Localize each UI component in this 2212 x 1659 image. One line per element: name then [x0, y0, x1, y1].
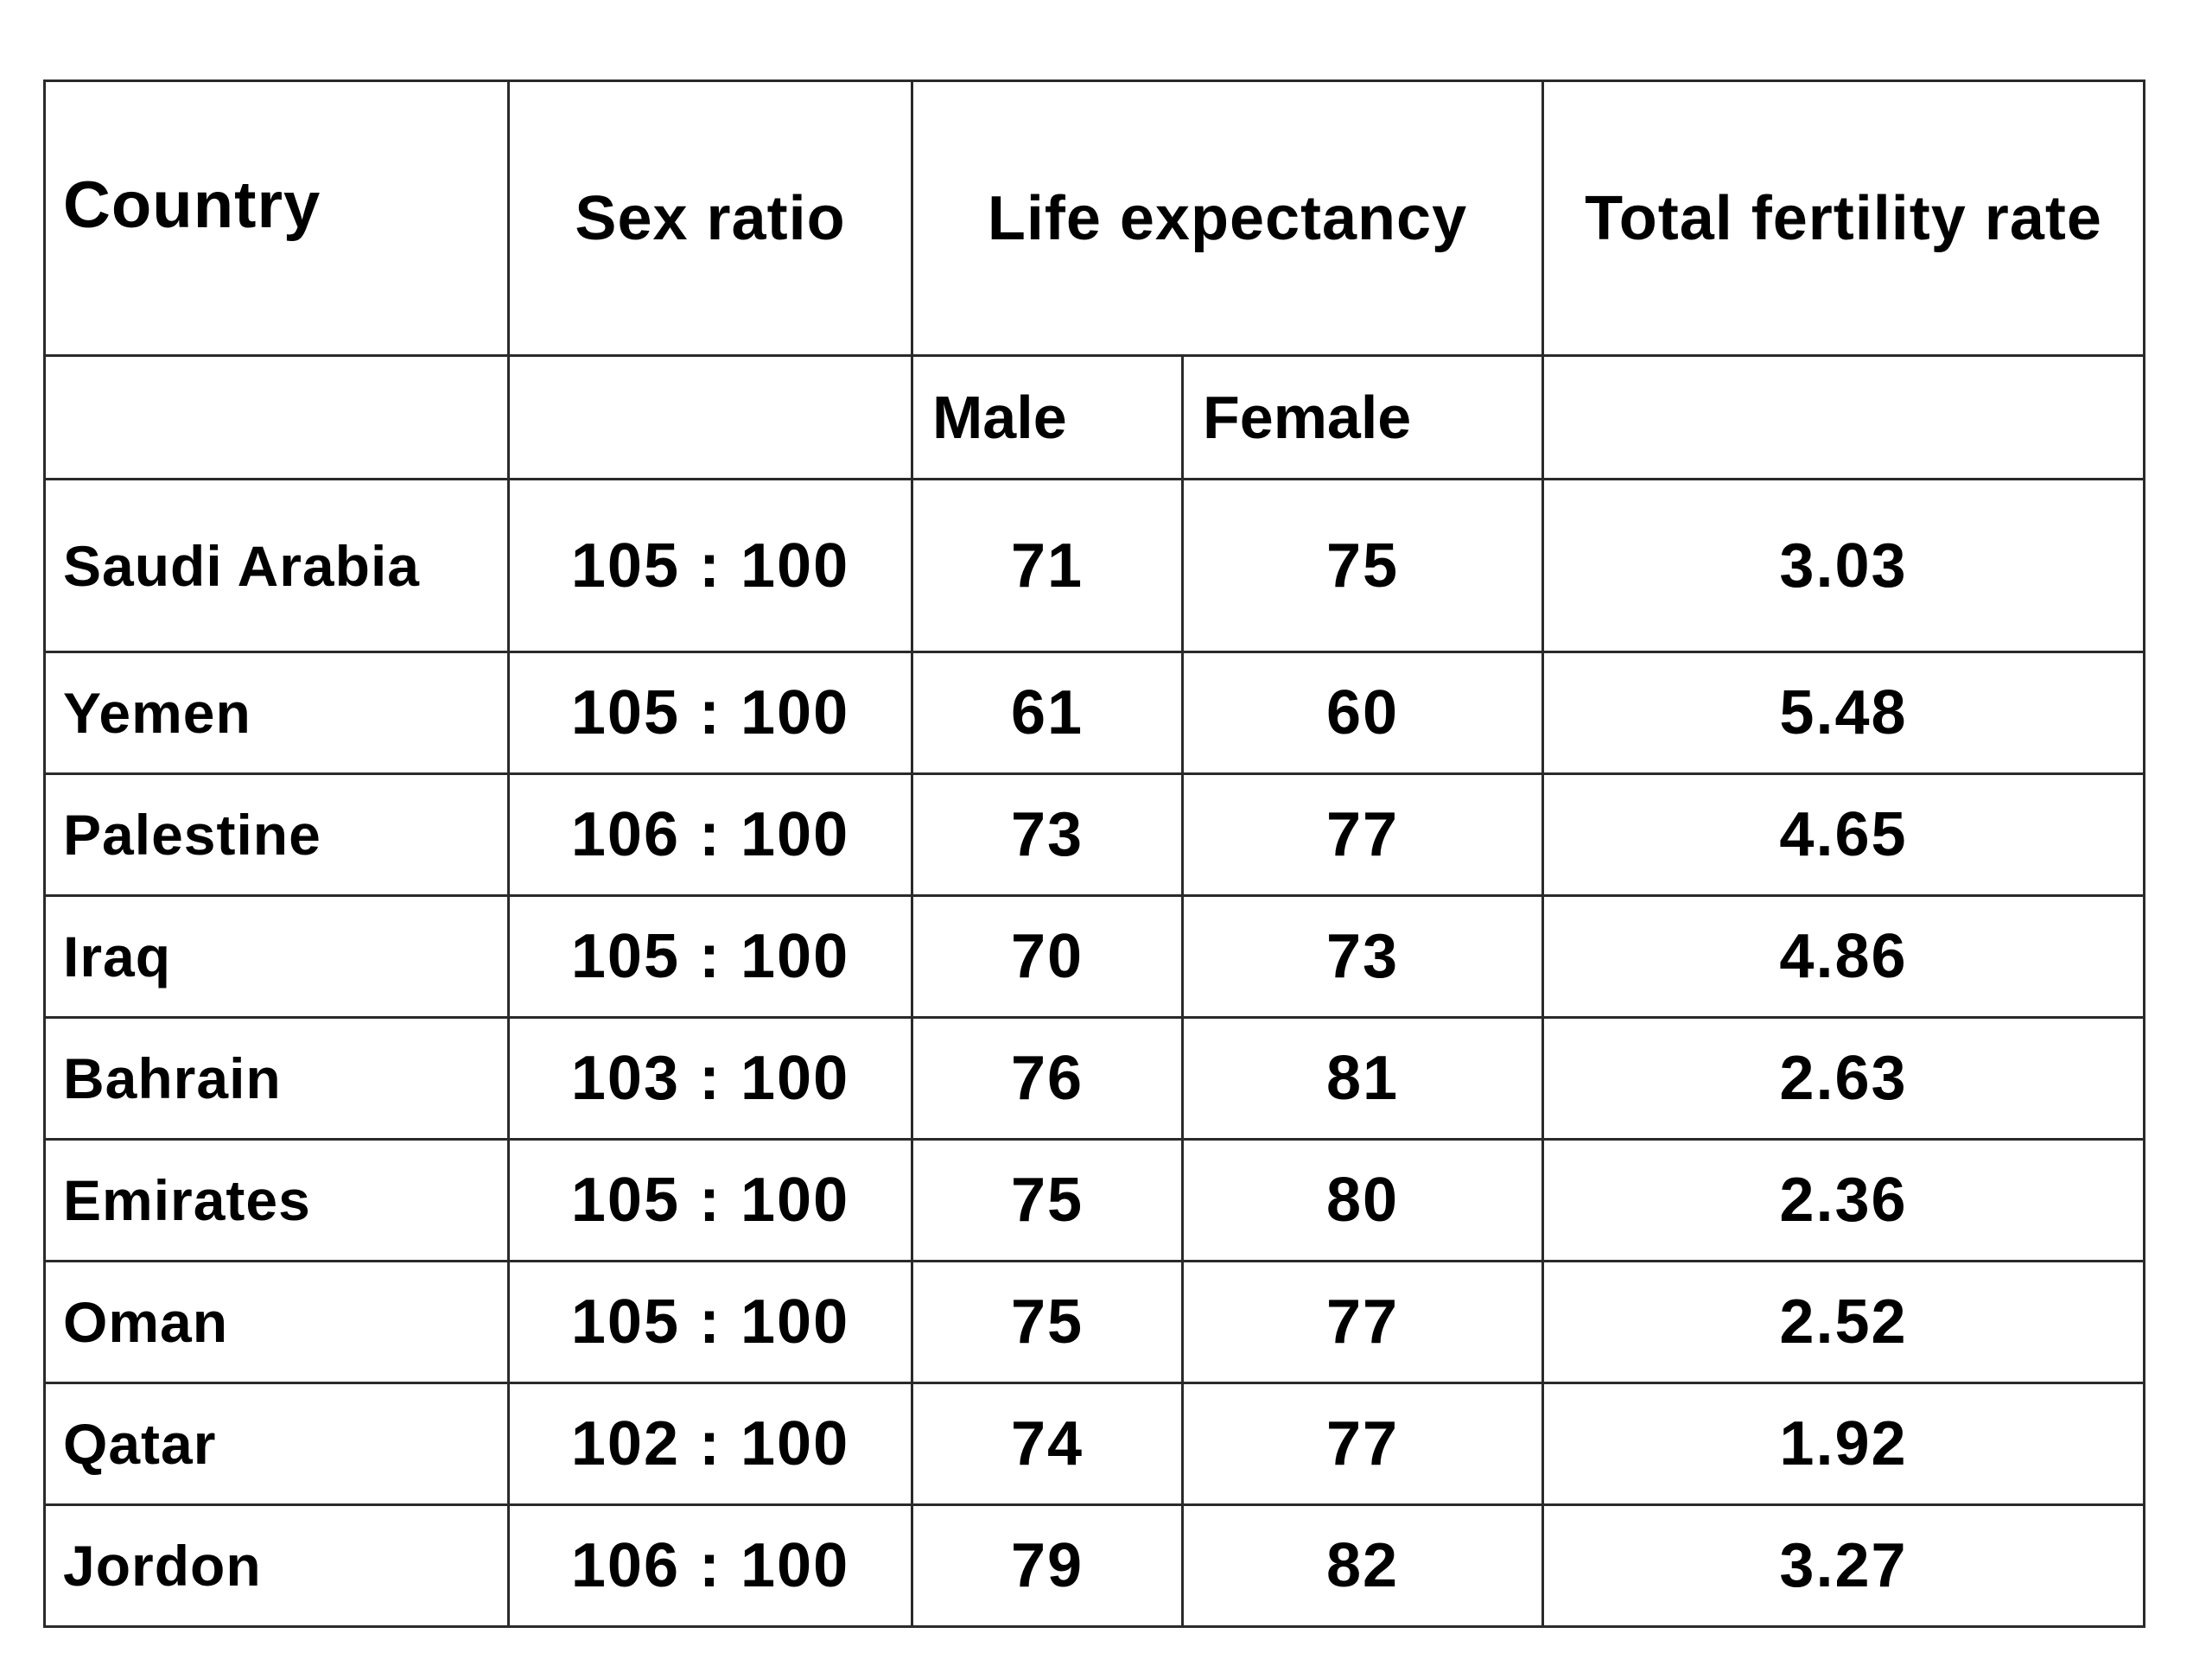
- sex-ratio-cell: 105 : 100: [507, 1138, 913, 1262]
- female-subheader: Female: [1181, 354, 1544, 480]
- table-row: Jordon 106 : 100 79 82 3.27: [43, 1503, 2145, 1628]
- total-fertility-rate-cell: 2.36: [1541, 1138, 2145, 1262]
- male-life-expectancy-cell: 61: [911, 651, 1184, 775]
- country-cell: Yemen: [43, 651, 510, 775]
- table-row: Saudi Arabia 105 : 100 71 75 3.03: [43, 478, 2145, 653]
- sex-ratio-cell: 105 : 100: [507, 651, 913, 775]
- country-cell: Iraq: [43, 894, 510, 1019]
- female-life-expectancy-cell: 82: [1181, 1503, 1544, 1628]
- country-cell: Emirates: [43, 1138, 510, 1262]
- female-life-expectancy-cell: 81: [1181, 1016, 1544, 1141]
- empty-country-subheader: [43, 354, 510, 480]
- total-fertility-rate-cell: 4.86: [1541, 894, 2145, 1019]
- male-life-expectancy-cell: 76: [911, 1016, 1184, 1141]
- table-row: Iraq 105 : 100 70 73 4.86: [43, 894, 2145, 1019]
- total-fertility-rate-header: Total fertility rate: [1541, 79, 2145, 357]
- total-fertility-rate-cell: 4.65: [1541, 772, 2145, 897]
- male-life-expectancy-cell: 75: [911, 1138, 1184, 1262]
- subheader-row: Male Female: [43, 354, 2145, 480]
- male-life-expectancy-cell: 73: [911, 772, 1184, 897]
- sex-ratio-cell: 103 : 100: [507, 1016, 913, 1141]
- country-cell: Bahrain: [43, 1016, 510, 1141]
- total-fertility-rate-cell: 3.03: [1541, 478, 2145, 653]
- table-row: Bahrain 103 : 100 76 81 2.63: [43, 1016, 2145, 1141]
- sex-ratio-cell: 105 : 100: [507, 1260, 913, 1384]
- sex-ratio-cell: 102 : 100: [507, 1382, 913, 1506]
- total-fertility-rate-cell: 5.48: [1541, 651, 2145, 775]
- empty-tfr-subheader: [1541, 354, 2145, 480]
- table-row: Qatar 102 : 100 74 77 1.92: [43, 1382, 2145, 1506]
- country-header: Country: [43, 79, 510, 357]
- total-fertility-rate-cell: 2.52: [1541, 1260, 2145, 1384]
- country-cell: Qatar: [43, 1382, 510, 1506]
- life-expectancy-header: Life expectancy: [911, 79, 1544, 357]
- demographics-table-wrapper: Country Sex ratio Life expectancy Total …: [43, 79, 2145, 1628]
- header-row: Country Sex ratio Life expectancy Total …: [43, 79, 2145, 357]
- female-life-expectancy-cell: 75: [1181, 478, 1544, 653]
- female-life-expectancy-cell: 77: [1181, 772, 1544, 897]
- male-life-expectancy-cell: 74: [911, 1382, 1184, 1506]
- sex-ratio-header: Sex ratio: [507, 79, 913, 357]
- female-life-expectancy-cell: 80: [1181, 1138, 1544, 1262]
- total-fertility-rate-cell: 2.63: [1541, 1016, 2145, 1141]
- male-life-expectancy-cell: 79: [911, 1503, 1184, 1628]
- table-row: Oman 105 : 100 75 77 2.52: [43, 1260, 2145, 1384]
- female-life-expectancy-cell: 60: [1181, 651, 1544, 775]
- country-cell: Palestine: [43, 772, 510, 897]
- female-life-expectancy-cell: 77: [1181, 1260, 1544, 1384]
- total-fertility-rate-cell: 3.27: [1541, 1503, 2145, 1628]
- sex-ratio-cell: 106 : 100: [507, 772, 913, 897]
- sex-ratio-cell: 106 : 100: [507, 1503, 913, 1628]
- empty-sex-ratio-subheader: [507, 354, 913, 480]
- country-cell: Jordon: [43, 1503, 510, 1628]
- country-cell: Saudi Arabia: [43, 478, 510, 653]
- male-life-expectancy-cell: 75: [911, 1260, 1184, 1384]
- demographics-table: Country Sex ratio Life expectancy Total …: [43, 79, 2145, 1628]
- male-life-expectancy-cell: 71: [911, 478, 1184, 653]
- male-subheader: Male: [911, 354, 1184, 480]
- female-life-expectancy-cell: 73: [1181, 894, 1544, 1019]
- table-row: Palestine 106 : 100 73 77 4.65: [43, 772, 2145, 897]
- table-row: Emirates 105 : 100 75 80 2.36: [43, 1138, 2145, 1262]
- table-row: Yemen 105 : 100 61 60 5.48: [43, 651, 2145, 775]
- sex-ratio-cell: 105 : 100: [507, 478, 913, 653]
- male-life-expectancy-cell: 70: [911, 894, 1184, 1019]
- country-cell: Oman: [43, 1260, 510, 1384]
- total-fertility-rate-cell: 1.92: [1541, 1382, 2145, 1506]
- sex-ratio-cell: 105 : 100: [507, 894, 913, 1019]
- female-life-expectancy-cell: 77: [1181, 1382, 1544, 1506]
